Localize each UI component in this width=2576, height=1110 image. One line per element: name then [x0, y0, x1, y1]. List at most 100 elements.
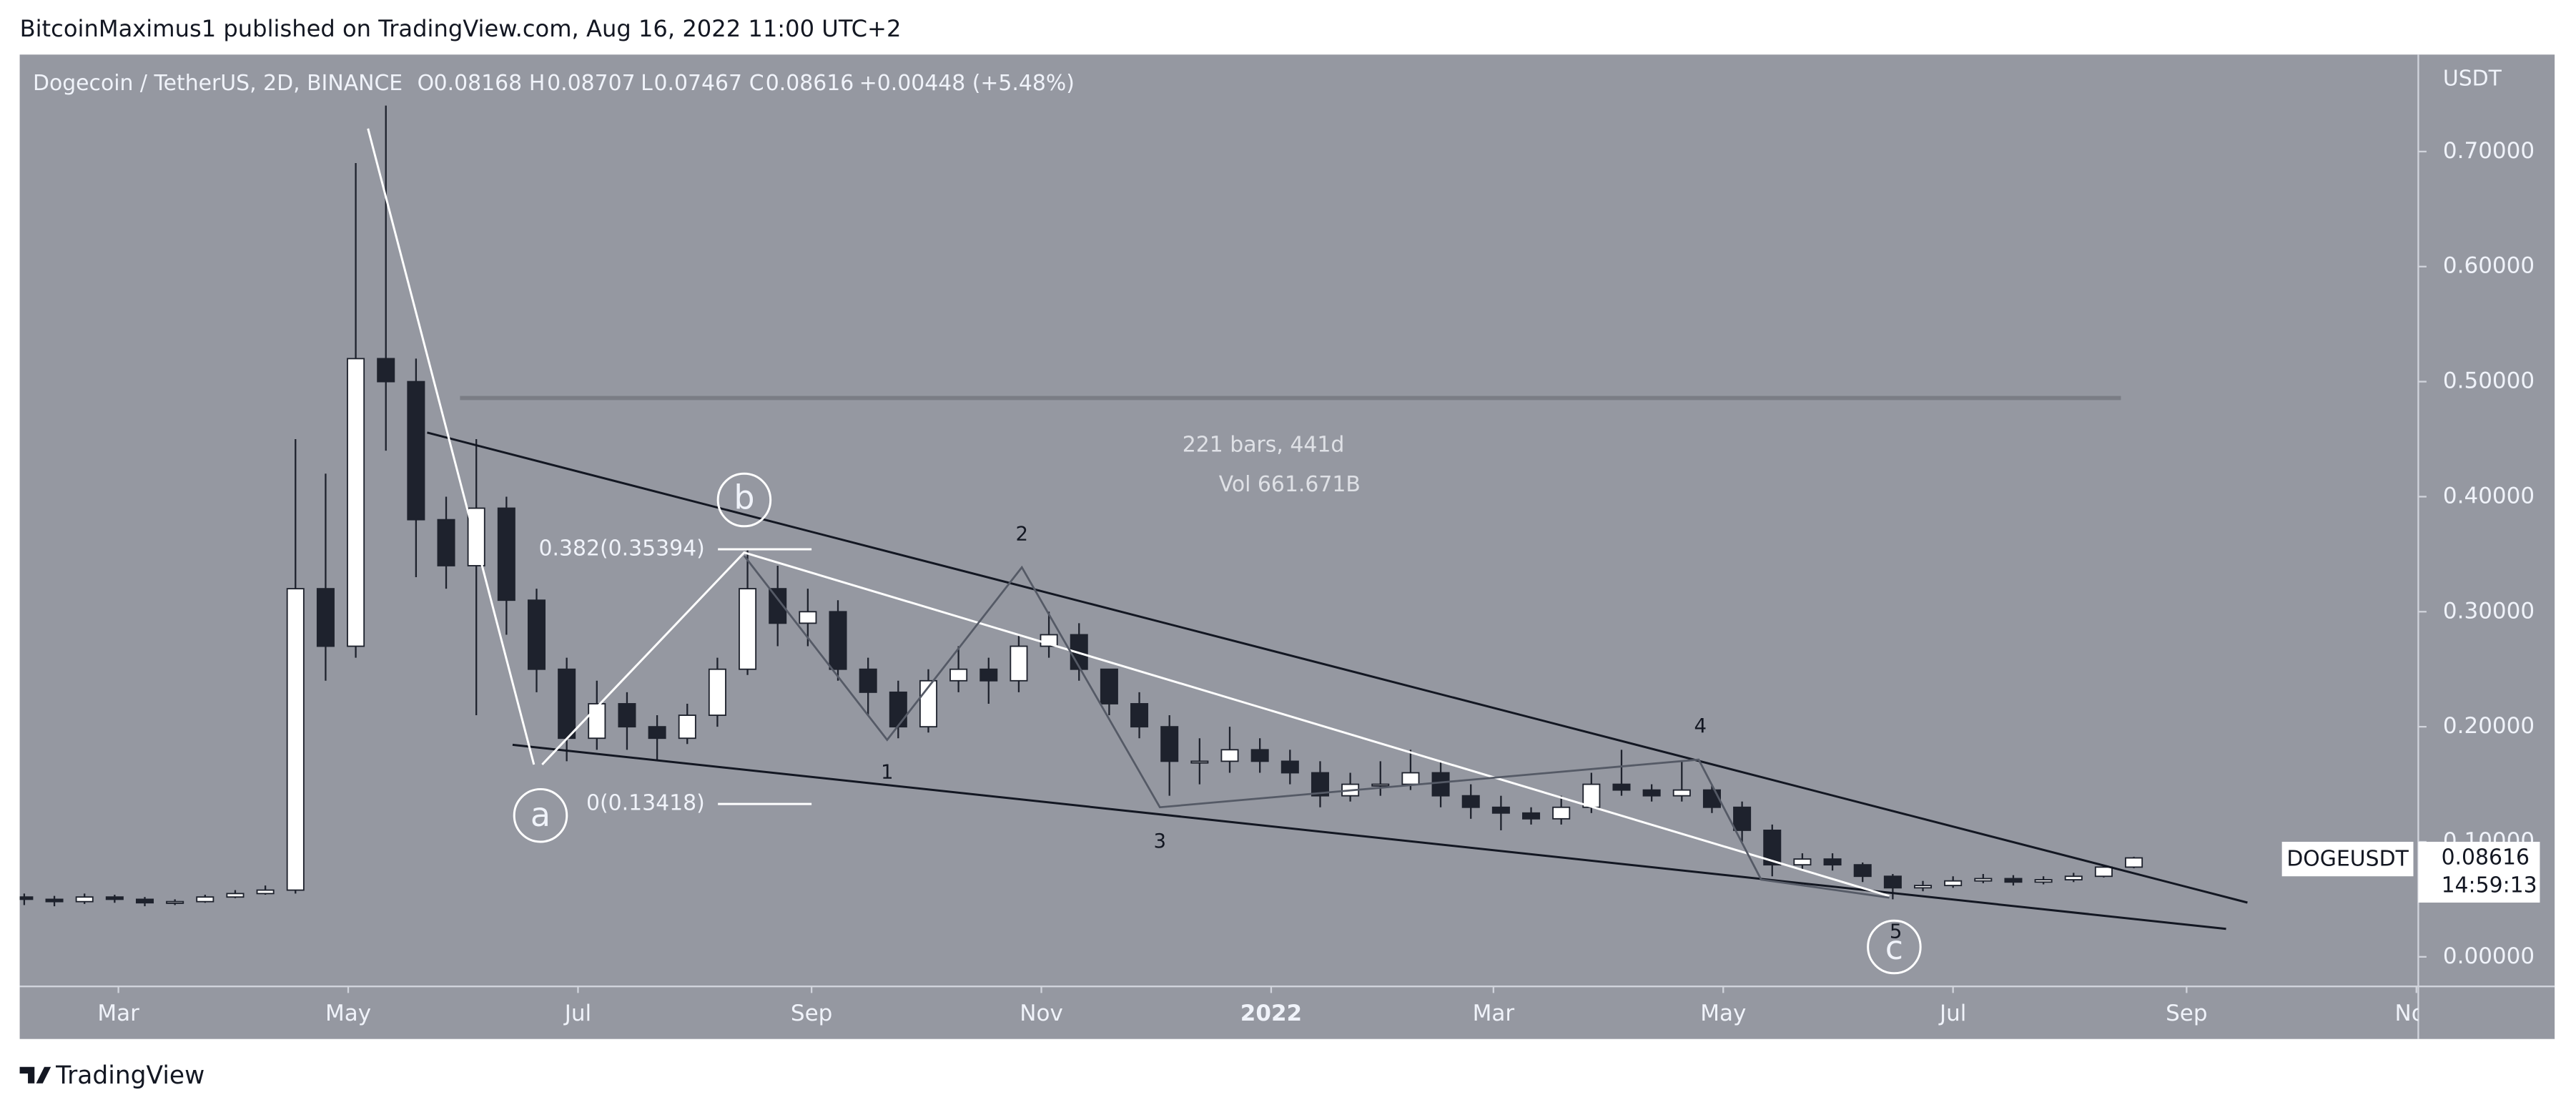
wave-label: 3	[1153, 829, 1166, 853]
candle-body	[75, 896, 94, 903]
range-label: 221 bars, 441d	[1183, 433, 1345, 458]
wave-label: c	[1885, 928, 1903, 967]
candle-body	[1883, 875, 1902, 889]
candle-body	[527, 599, 546, 670]
candle-body	[347, 358, 365, 647]
range-label: Vol 661.671B	[1219, 472, 1361, 497]
x-tick-label: Mar	[97, 1001, 139, 1026]
symbol-box	[2281, 841, 2414, 877]
candle-body	[407, 380, 425, 521]
candle-body	[45, 898, 64, 903]
publisher: BitcoinMaximus1 published on TradingView…	[20, 15, 902, 42]
candle-body	[467, 507, 485, 566]
legend: Dogecoin / TetherUS, 2D, BINANCE O 0.081…	[33, 71, 1075, 96]
candle-body	[2064, 875, 2083, 880]
candle-body	[135, 898, 154, 904]
x-axis: Mar May Jul Sep Nov 2022 Mar May Jul Sep Nov	[97, 986, 2439, 1026]
wave-label: b	[734, 478, 754, 517]
candle-body	[1552, 806, 1571, 820]
change: +0.00448 (+5.48%)	[859, 71, 1075, 96]
candle-body	[1250, 749, 1269, 762]
wave-label: 2	[1015, 521, 1028, 545]
fib-label: 0.382(0.35394)	[539, 536, 705, 561]
x-tick-label: Sep	[791, 1001, 832, 1026]
candle-body	[799, 611, 817, 624]
y-axis-label: USDT	[2443, 66, 2502, 91]
candle-body	[1190, 760, 1209, 764]
wave-label: a	[531, 795, 551, 834]
candle-body	[769, 588, 787, 624]
candle-body	[1491, 806, 1510, 814]
candle-body	[497, 507, 515, 601]
candle-body	[286, 588, 305, 891]
candle-body	[1311, 772, 1329, 797]
ohlc-label: O	[418, 71, 435, 96]
candle-body	[1160, 726, 1179, 762]
drawings	[367, 128, 2248, 975]
candle-body	[1823, 858, 1842, 866]
candle-body	[196, 896, 214, 903]
x-tick-label: Nov	[2395, 1001, 2439, 1026]
x-tick-label: Mar	[1473, 1001, 1515, 1026]
candle-body	[256, 889, 275, 895]
candle-body	[2034, 879, 2053, 883]
candle-body	[588, 703, 606, 740]
candle-body	[829, 611, 847, 670]
wave-label: 5	[1890, 919, 1903, 943]
candle-body	[1914, 885, 1933, 889]
x-tick-label: May	[325, 1001, 371, 1026]
candle-body	[558, 668, 576, 740]
logo: TradingView	[19, 1061, 204, 1090]
candle-body	[648, 726, 666, 740]
candle-body	[1763, 829, 1782, 866]
chart-pane	[19, 54, 2419, 1039]
ohlc-label: L	[641, 71, 653, 96]
candle-body	[1642, 789, 1661, 797]
candle-body	[19, 896, 34, 900]
wave-circle	[1867, 919, 1922, 975]
logo-mark	[19, 1066, 51, 1084]
candle-body	[708, 668, 726, 716]
candle-body	[1280, 760, 1299, 774]
candle-body	[1733, 806, 1752, 831]
ohlc-value: 0.08616	[766, 71, 854, 96]
x-tick-label: May	[1700, 1001, 1746, 1026]
ohlc-label: H	[529, 71, 545, 96]
candle-body	[618, 703, 636, 728]
candle-body	[949, 668, 968, 682]
ohlc-value: 0.08707	[547, 71, 635, 96]
wave-line	[367, 128, 536, 765]
x-tick-label: Nov	[1020, 1001, 1063, 1026]
countdown: 14:59:13	[2442, 873, 2537, 898]
candle-body	[1401, 772, 1420, 785]
brand: TradingView	[55, 1061, 204, 1090]
candle-body	[1220, 749, 1239, 762]
wave-line	[541, 551, 1890, 898]
last-price: DOGEUSDT 0.08616 14:59:13	[2281, 841, 2540, 903]
wave-label: 1	[881, 760, 894, 783]
ohlc-value: 0.08168	[434, 71, 522, 96]
candle-body	[1974, 878, 1993, 882]
candle-body	[739, 588, 757, 670]
candle-body	[1672, 789, 1691, 797]
y-tick-label: 0.00000	[2443, 943, 2535, 969]
candle-body	[1010, 645, 1028, 682]
candle-body	[437, 519, 455, 566]
candle-body	[166, 900, 184, 904]
candle-body	[2004, 878, 2023, 883]
price-label: 0.08616	[2442, 845, 2530, 870]
candle-body	[1522, 812, 1541, 820]
candle-body	[2125, 857, 2143, 868]
symbol-label: DOGEUSDT	[2286, 847, 2409, 872]
candle-body	[678, 714, 696, 740]
candle-body	[1100, 668, 1118, 704]
trendline	[427, 431, 2248, 904]
candle-body	[1612, 783, 1631, 791]
x-tick-label: Sep	[2166, 1001, 2207, 1026]
wave-circle	[716, 472, 772, 528]
candle-body	[1702, 789, 1721, 808]
candle-body	[1371, 783, 1390, 787]
candle-body	[1793, 858, 1812, 866]
y-tick-label: 0.40000	[2443, 483, 2535, 509]
wave-line	[743, 555, 1890, 899]
